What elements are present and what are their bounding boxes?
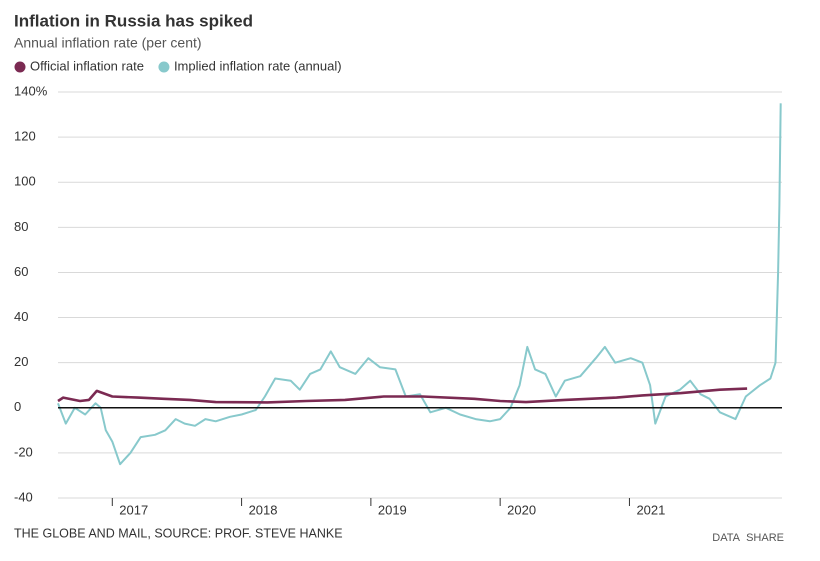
x-tick-label: 2017 (119, 502, 148, 517)
legend-marker (14, 61, 26, 73)
y-tick-label: -20 (14, 444, 33, 459)
x-tick-label: 2020 (507, 502, 536, 517)
source: THE GLOBE AND MAIL, SOURCE: PROF. STEVE … (14, 526, 343, 540)
legend-marker (158, 61, 170, 73)
legend-label: Implied inflation rate (annual) (174, 58, 342, 73)
x-tick-label: 2018 (249, 502, 278, 517)
y-tick-label: 140% (14, 83, 48, 98)
x-tick-label: 2019 (378, 502, 407, 517)
chart-title: Inflation in Russia has spiked (14, 11, 253, 30)
series-line (57, 387, 748, 404)
y-tick-label: 100 (14, 174, 36, 189)
legend-label: Official inflation rate (30, 58, 144, 73)
data-link[interactable]: DATA (712, 532, 740, 544)
y-tick-label: 60 (14, 264, 28, 279)
y-tick-label: 40 (14, 309, 28, 324)
y-tick-label: 80 (14, 219, 28, 234)
y-tick-label: -40 (14, 489, 33, 504)
y-tick-label: 120 (14, 129, 36, 144)
y-tick-label: 0 (14, 399, 21, 414)
series-line (57, 103, 782, 466)
x-tick-label: 2021 (636, 502, 665, 517)
share-link[interactable]: SHARE (746, 532, 784, 544)
y-tick-label: 20 (14, 354, 28, 369)
chart-subtitle: Annual inflation rate (per cent) (14, 35, 202, 51)
